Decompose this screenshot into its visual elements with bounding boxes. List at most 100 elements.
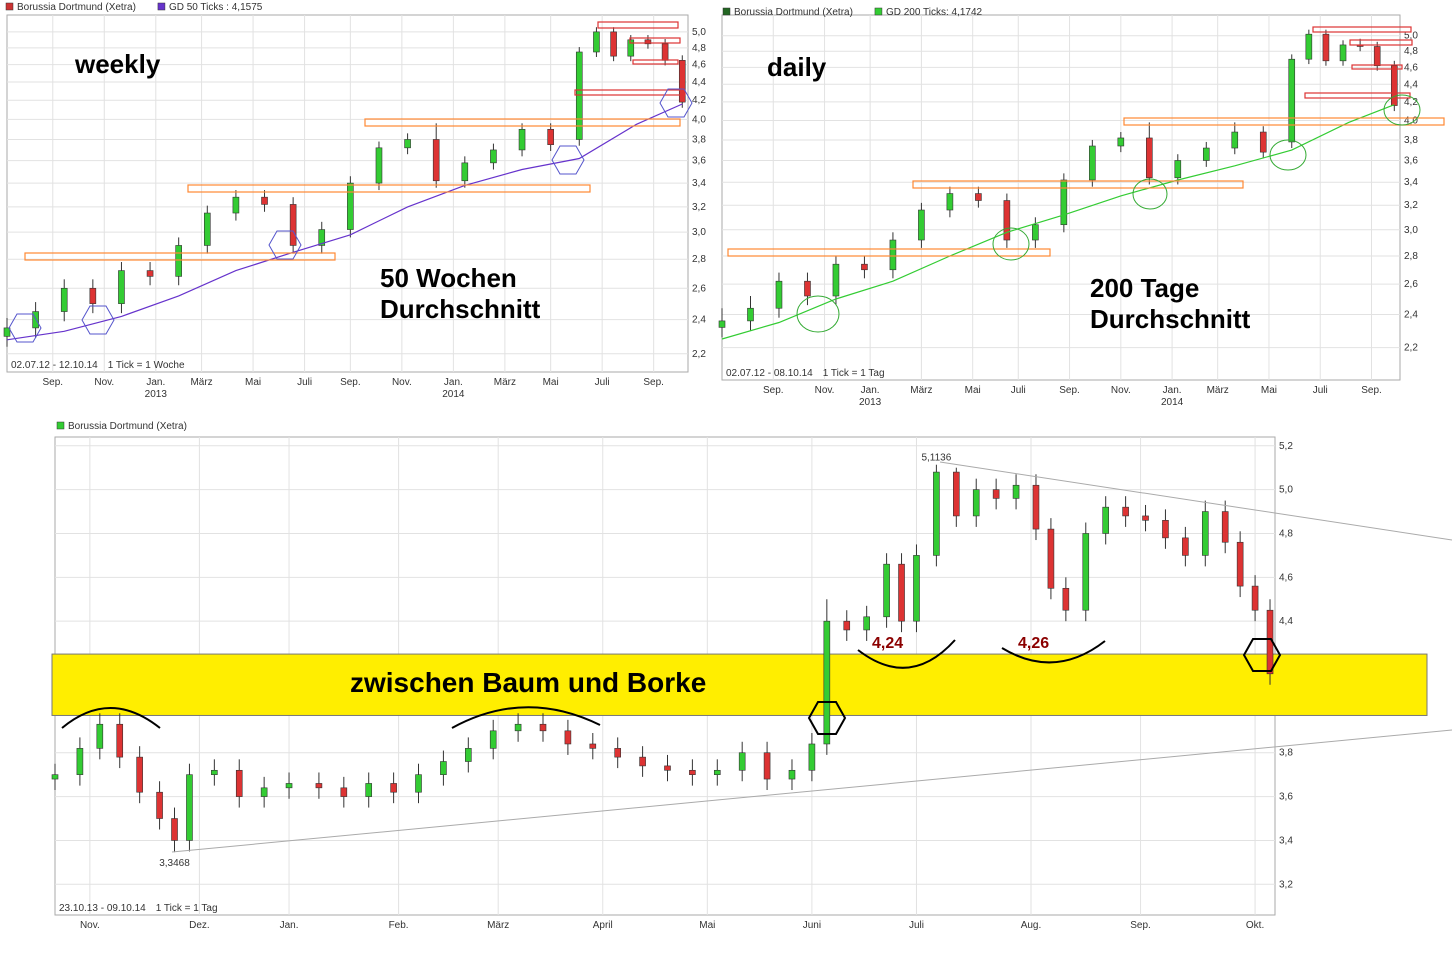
candle-body [32,311,39,329]
candle-body [315,783,323,789]
candle-body [1047,528,1055,589]
y-tick-label: 2,8 [692,254,706,265]
candle-body [575,51,583,140]
candle-body [861,263,868,271]
candle-body [1102,506,1109,534]
candle-body [823,620,831,745]
candle-body [1062,587,1070,611]
candle-body [933,471,940,556]
candle-body [146,270,154,277]
y-tick-label: 4,6 [1404,62,1418,73]
x-tick-label: April [593,920,613,931]
year-label: 2013 [859,397,882,408]
ma-label: Durchschnitt [380,294,541,324]
band [51,653,1428,716]
box [632,59,679,65]
candle-body [992,489,1000,499]
circles [796,94,1421,333]
x-tick-label: Juli [1313,385,1328,396]
circle [1132,178,1168,210]
y-tick-label: 3,2 [1404,200,1418,211]
candle-body [1201,511,1209,556]
x-tick-label: März [1207,385,1229,396]
candle-body [610,31,617,57]
candle-body [946,193,954,211]
candle-body [390,783,397,793]
legend-label: GD 200 Ticks: 4,1742 [886,7,983,18]
candle-body [175,245,182,277]
candle-body [713,769,721,775]
box [364,118,681,127]
candle-body [1221,511,1229,543]
candle-body [808,743,816,771]
x-tick-label: Sep. [1059,385,1080,396]
box [1312,26,1412,33]
circle [796,295,840,333]
x-tick-label: Nov. [392,377,412,388]
ma-label: 50 Wochen [380,263,517,293]
box [727,248,1051,257]
candle-body [644,39,652,45]
band-label: zwischen Baum und Borke [350,667,706,698]
candle-body [1032,484,1040,530]
candle-body [1142,515,1149,521]
year-label: 2013 [145,389,168,400]
candle-body [689,769,696,775]
circle [1269,139,1307,171]
legend-label: Borussia Dortmund (Xetra) [17,2,136,13]
x-tick-label: Feb. [389,920,409,931]
box [912,180,1244,189]
x-tick-label: Aug. [1021,920,1042,931]
candle-body [775,280,783,309]
x-tick-label: Mai [1261,385,1277,396]
y-tick-label: 3,4 [1279,835,1293,846]
date-range: 02.07.12 - 08.10.14 [726,368,813,379]
x-tick-label: Dez. [189,920,210,931]
candle-body [975,193,982,201]
y-tick-label: 4,8 [1404,46,1418,57]
arcs [61,638,1281,735]
x-tick-label: Jan. [146,377,165,388]
y-tick-label: 5,2 [1279,441,1293,452]
arc [857,639,956,669]
y-tick-label: 5,0 [1279,485,1293,496]
candle-body [489,730,497,749]
candle-body [136,756,143,793]
candle-body [1322,33,1330,62]
candle-body [889,239,897,271]
candle-body [60,287,68,312]
candle-body [89,287,97,304]
candle-body [589,743,597,749]
y-tick-label: 2,6 [692,283,706,294]
candle-body [627,39,635,57]
y-tick-label: 4,8 [1279,528,1293,539]
candle-body [1032,224,1039,241]
candle-body [1202,147,1210,161]
candle-body [1060,179,1068,226]
candle-body [96,723,104,749]
y-tick-label: 3,0 [1404,225,1418,236]
trend-line [171,729,1452,853]
candle-body [232,196,240,214]
candle-body [289,204,297,246]
candle-body [918,209,925,241]
year-label: 2014 [1161,397,1184,408]
y-tick-label: 2,6 [1404,279,1418,290]
box [1349,39,1413,46]
arc [1001,640,1106,664]
x-tick-label: Juli [1011,385,1026,396]
x-tick-label: Mai [245,377,261,388]
y-tick-label: 5,0 [1404,31,1418,42]
x-tick-label: Juni [803,920,821,931]
candle-body [678,60,686,103]
x-tick-label: Sep. [763,385,784,396]
candle-body [1089,145,1096,181]
candle-body [203,212,211,246]
chart-panel: 2,2 2,4 2,6 2,8 3,0 3,2 3,4 3,6 3,8 4,0 4,2 4,4 4,6 4… [718,7,1418,408]
x-tick-label: Sep. [42,377,63,388]
year-label: 2014 [442,389,465,400]
x-tick-label: Jan. [444,377,463,388]
candle-body [1003,200,1011,241]
x-tick-label: Juli [909,920,924,931]
candle-body [171,818,178,841]
